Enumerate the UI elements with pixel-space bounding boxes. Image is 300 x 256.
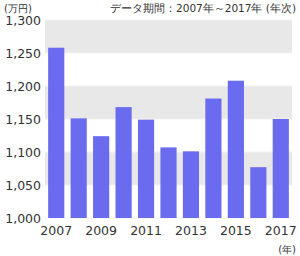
y-tick-label: 1,300 [5, 13, 41, 28]
x-axis-label: (年) [278, 244, 296, 255]
subtitle: データ期間：2007年～2017年 (年次) [110, 2, 296, 14]
bar [160, 147, 176, 218]
y-tick-label: 1,100 [5, 145, 41, 160]
grid [45, 20, 292, 218]
bar [116, 107, 132, 218]
grid-line [45, 53, 292, 54]
bar [48, 48, 64, 218]
y-axis: 1,000 1,050 1,100 1,150 1,200 1,250 1,300 [5, 13, 41, 226]
bar [93, 136, 109, 218]
bar [273, 119, 289, 218]
x-tick-label: 2017 [265, 223, 297, 238]
y-tick-label: 1,200 [5, 79, 41, 94]
y-tick-label: 1,150 [5, 112, 41, 127]
y-tick-label: 1,000 [5, 211, 41, 226]
grid-line [45, 20, 292, 21]
bar [138, 120, 154, 218]
bars [48, 48, 289, 218]
x-tick-label: 2011 [130, 223, 162, 238]
x-tick-label: 2009 [85, 223, 117, 238]
chart-svg: 1,0001,0501,1001,1501,2001,2501,30020072… [0, 0, 300, 256]
y-axis-label: (万円) [4, 3, 32, 14]
bar [205, 99, 221, 218]
bar [228, 81, 244, 218]
grid-line [45, 86, 292, 87]
bar [183, 151, 199, 218]
x-tick-label: 2013 [175, 223, 207, 238]
grid-band [45, 86, 292, 119]
y-tick-label: 1,050 [5, 178, 41, 193]
x-tick-label: 2007 [40, 223, 72, 238]
grid-band [45, 20, 292, 53]
x-tick-label: 2015 [220, 223, 252, 238]
y-tick-label: 1,250 [5, 46, 41, 61]
bar [250, 167, 266, 218]
bar [71, 118, 87, 218]
chart-container: 1,0001,0501,1001,1501,2001,2501,30020072… [0, 0, 300, 256]
x-axis: 2007 2009 2011 2013 2015 2017 [40, 223, 296, 238]
